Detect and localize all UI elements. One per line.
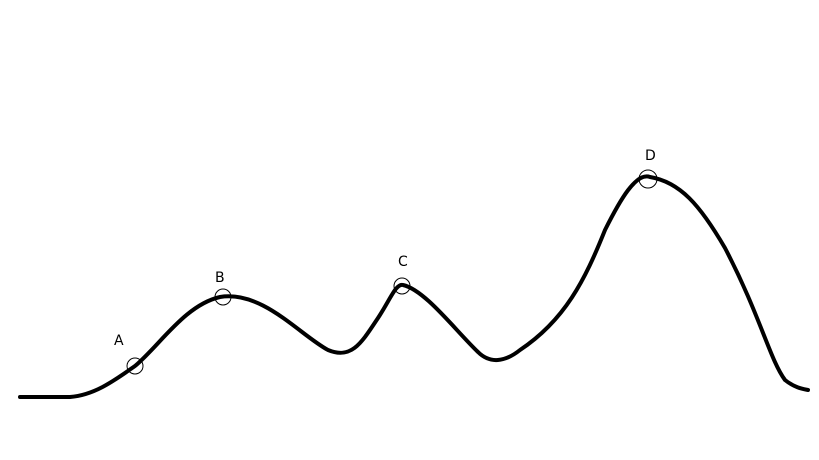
point-d-label: D bbox=[645, 148, 656, 164]
mountain-curve bbox=[18, 174, 810, 399]
point-a-circle bbox=[126, 357, 144, 375]
point-d-marker: D bbox=[638, 148, 658, 189]
point-c-marker: C bbox=[393, 254, 411, 295]
point-a-marker: A bbox=[114, 333, 144, 375]
point-d-circle bbox=[638, 169, 658, 189]
point-b-label: B bbox=[215, 270, 225, 286]
point-c-label: C bbox=[398, 254, 408, 270]
point-b-marker: B bbox=[214, 270, 232, 306]
point-b-circle bbox=[214, 288, 232, 306]
point-c-circle bbox=[393, 277, 411, 295]
point-a-label: A bbox=[114, 333, 124, 349]
